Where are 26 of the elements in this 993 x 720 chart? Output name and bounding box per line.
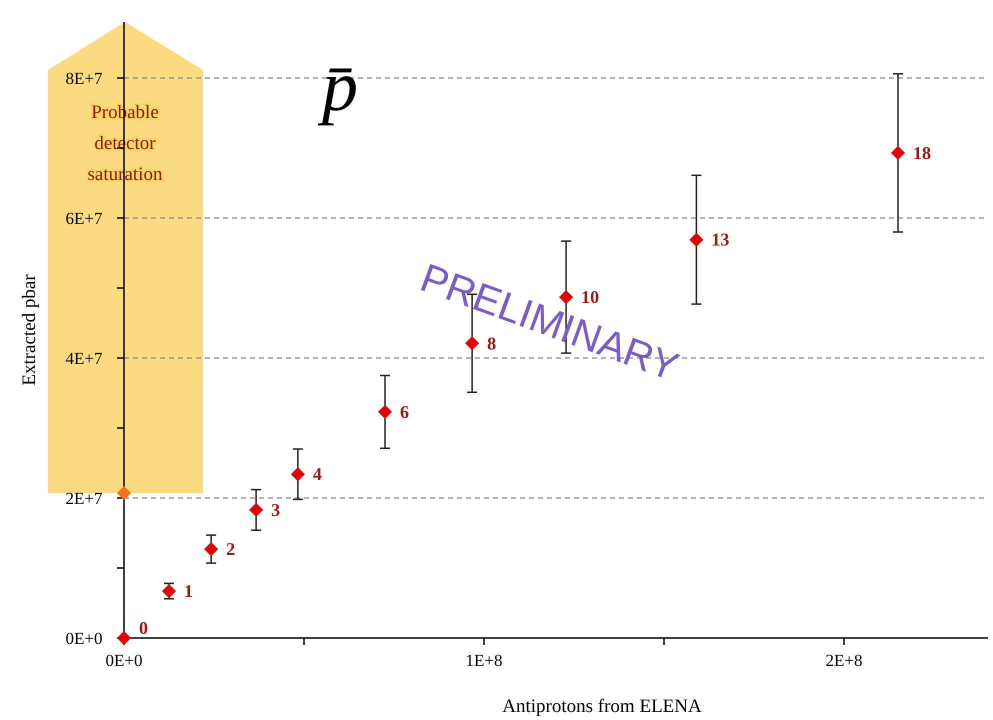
point — [689, 232, 704, 247]
annotation: 1 — [184, 581, 193, 602]
y-tick-label: 0E+0 — [66, 629, 102, 648]
y-tick-label: 2E+7 — [66, 489, 103, 508]
annotation: 4 — [312, 464, 322, 484]
x-tick-label: 0E+0 — [106, 651, 142, 670]
annotation: 0 — [139, 618, 148, 638]
annotation: 2 — [226, 539, 236, 560]
chart-title: p̄ — [317, 46, 358, 126]
point — [204, 542, 218, 556]
point — [249, 502, 264, 517]
y-tick-label: 6E+7 — [66, 209, 103, 228]
annotation: 6 — [400, 402, 409, 422]
y-axis-title: Extracted pbar — [19, 274, 40, 386]
x-axis-title: Antiprotons from ELENA — [502, 696, 702, 717]
point — [290, 467, 305, 482]
annotation: 18 — [913, 142, 931, 163]
y-tick-label: 4E+7 — [66, 349, 103, 368]
point — [378, 404, 392, 419]
x-tick-label: 2E+8 — [826, 651, 862, 670]
annotation: 13 — [711, 230, 730, 250]
x-tick-label: 1E+8 — [466, 651, 502, 670]
annotation: 3 — [271, 500, 280, 520]
y-tick-label: 8E+7 — [66, 69, 103, 88]
point — [891, 146, 905, 160]
point — [117, 486, 131, 500]
